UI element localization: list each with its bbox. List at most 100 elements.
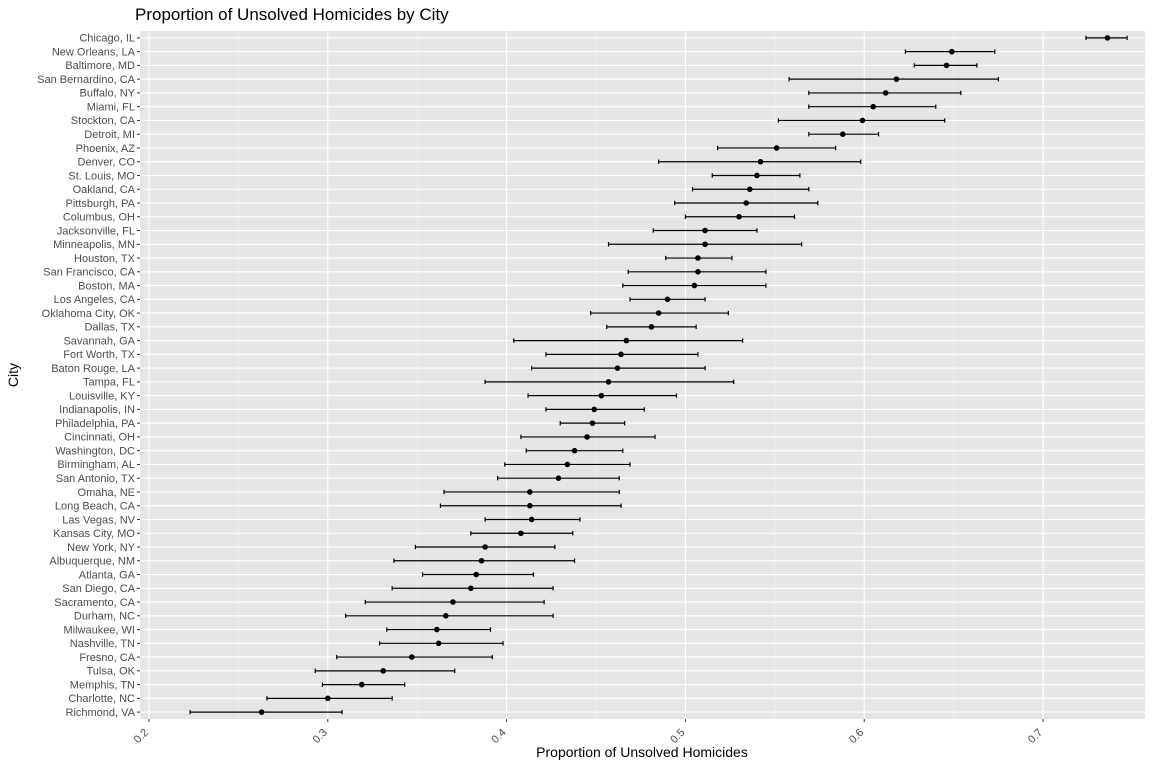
y-tick-label: Jacksonville, FL [57,225,135,237]
grid-lines [140,31,1145,719]
y-tick-label: Birmingham, AL [57,459,135,471]
data-point [528,516,535,523]
y-tick-label: Washington, DC [55,445,135,457]
y-tick-label: San Francisco, CA [43,267,135,279]
data-point [695,255,701,261]
y-tick-label: Nashville, TN [70,638,135,650]
y-tick-label: Milwaukee, WI [63,624,135,636]
data-point [773,145,780,151]
y-tick-label: Memphis, TN [70,679,135,691]
data-point [754,172,760,179]
data-point [893,76,900,82]
y-tick-label: Sacramento, CA [54,597,135,609]
y-tick-label: Indianapolis, IN [59,404,135,416]
y-tick-label: Dallas, TX [84,322,135,334]
data-point [1104,35,1111,41]
data-point [482,544,488,550]
y-tick-label: Baltimore, MD [65,60,135,72]
data-point [736,213,742,220]
data-point [518,530,524,537]
y-tick-label: Los Angeles, CA [54,294,136,306]
chart-title: Proportion of Unsolved Homicides by City [135,5,449,24]
data-point [702,241,708,248]
y-tick-label: Chicago, IL [79,33,135,45]
data-point [591,406,598,413]
data-point [527,502,533,509]
data-point [743,200,750,206]
data-point [618,351,624,358]
y-tick-label: Richmond, VA [66,707,136,719]
y-tick-label: San Antonio, TX [56,473,136,485]
y-tick-label: Albuquerque, NM [49,556,135,568]
data-point [949,48,955,55]
y-tick-label: Savannah, GA [63,335,135,347]
y-tick-label: Las Vegas, NV [62,514,135,526]
y-tick-label: Long Beach, CA [55,501,136,513]
y-tick-label: Oakland, CA [73,184,136,196]
y-tick-label: Cincinnati, OH [64,432,135,444]
data-point [450,599,456,605]
y-tick-label: Columbus, OH [63,212,135,224]
y-tick-label: Buffalo, NY [80,88,136,100]
data-point [478,557,485,564]
data-point [358,681,365,688]
data-point [870,103,876,110]
data-point [258,709,265,715]
data-point [442,613,449,619]
y-tick-label: Detroit, MI [84,129,135,141]
y-tick-label: Oklahoma City, OK [42,308,136,320]
y-tick-label: Miami, FL [87,101,135,113]
y-tick-label: Pittsburgh, PA [66,198,136,210]
data-point [584,434,590,440]
y-tick-label: Stockton, CA [71,115,136,127]
y-tick-label: New York, NY [67,542,136,554]
data-point [943,62,950,69]
data-point [468,585,474,592]
data-point [324,695,331,702]
y-tick-label: Houston, TX [74,253,136,265]
data-point [648,324,655,330]
data-point [882,90,889,96]
y-tick-label: Atlanta, GA [79,569,136,581]
x-tick-label: 0.2 [132,727,151,746]
data-point [598,392,605,399]
data-point [655,310,662,316]
y-tick-label: New Orleans, LA [52,46,136,58]
y-tick-label: Phoenix, AZ [76,143,136,155]
x-axis-title: Proportion of Unsolved Homicides [536,744,748,760]
data-point [589,420,596,426]
y-tick-label: Denver, CO [78,157,136,169]
data-point [564,461,571,468]
y-tick-label: Durham, NC [74,611,135,623]
y-tick-label: Tampa, FL [83,377,135,389]
x-tick-label: 0.4 [489,727,508,746]
data-point [839,131,846,137]
y-tick-label: Baton Rouge, LA [51,363,135,375]
y-tick-label: Boston, MA [78,280,136,292]
data-point [434,626,440,633]
data-point [691,282,698,289]
x-tick-label: 0.3 [311,727,330,746]
y-tick-label: Louisville, KY [69,390,136,402]
data-point [473,571,479,578]
data-point [555,475,562,482]
plot-panel [140,31,1145,719]
data-point [380,668,387,674]
y-tick-label: San Diego, CA [62,583,135,595]
y-tick-label: Tulsa, OK [87,666,136,678]
y-tick-label: St. Louis, MO [68,170,135,182]
y-tick-label: Kansas City, MO [53,528,135,540]
data-point [605,379,612,385]
data-point [746,186,753,193]
x-tick-label: 0.7 [1026,727,1045,746]
data-point [614,365,621,371]
data-point [527,489,533,495]
data-points [258,35,1111,715]
y-tick-label: Minneapolis, MN [53,239,135,251]
data-point [571,447,578,454]
data-point [695,269,701,275]
data-point [623,337,630,344]
y-tick-label: Philadelphia, PA [55,418,136,430]
